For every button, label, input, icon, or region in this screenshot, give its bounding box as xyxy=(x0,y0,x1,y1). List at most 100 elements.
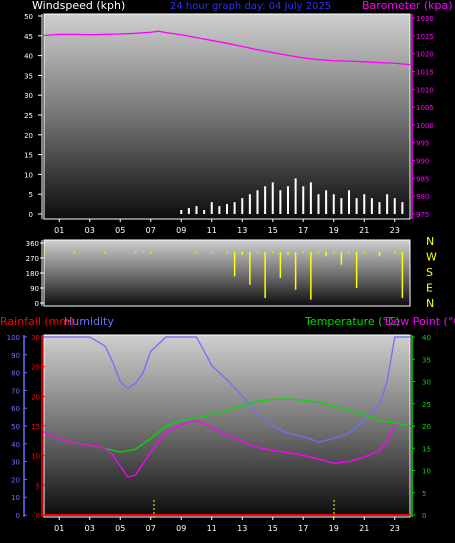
windspeed-tick-label: 45 xyxy=(24,33,33,41)
humidity-ticks: 0 10 20 30 40 50 60 70 80 90 100 xyxy=(7,334,27,520)
wind-direction-series xyxy=(43,251,404,300)
panel3-hour-ticks: 01 03 05 07 09 11 13 15 17 19 21 23 xyxy=(54,517,400,533)
compass-label: S xyxy=(426,266,433,279)
humidity-axis-label: Humidity xyxy=(64,315,114,328)
panel1-hour-tick-label: 01 xyxy=(54,226,64,235)
panel1-hour-tick-label: 11 xyxy=(207,226,217,235)
humidity-tick-label: 20 xyxy=(11,476,20,484)
humidity-tick-label: 0 xyxy=(16,512,20,520)
panel3-hour-tick-label: 13 xyxy=(237,524,247,533)
direction-degree-ticks: 0 90 180 270 360 xyxy=(26,240,44,308)
humidity-tick-label: 30 xyxy=(11,459,20,467)
direction-tick-label: 90 xyxy=(30,285,39,293)
humidity-line xyxy=(44,336,410,443)
panel1-hour-tick-label: 09 xyxy=(176,226,186,235)
panel3-hour-tick-label: 17 xyxy=(298,524,308,533)
rainfall-tick-label: 15 xyxy=(31,423,40,431)
direction-tick-label: 0 xyxy=(35,300,39,308)
panel3-hour-tick-label: 23 xyxy=(390,524,400,533)
panel1-hour-ticks: 01 03 05 07 09 11 13 15 17 19 21 23 xyxy=(54,219,400,235)
barometer-ticks: 975 980 985 990 995 1000 1005 1010 1015 1020 1025 1… xyxy=(412,15,434,219)
panel1-hour-tick-label: 21 xyxy=(359,226,369,235)
direction-tick-label: 270 xyxy=(26,255,39,263)
rainfall-tick-label: 20 xyxy=(31,393,40,401)
panel1-hour-tick-label: 07 xyxy=(146,226,156,235)
humidity-tick-label: 60 xyxy=(11,405,20,413)
barometer-tick-label: 1030 xyxy=(416,15,434,23)
windspeed-tick-label: 10 xyxy=(24,171,33,179)
windspeed-tick-label: 40 xyxy=(24,53,33,61)
windspeed-tick-label: 5 xyxy=(29,191,33,199)
humidity-tick-label: 50 xyxy=(11,423,20,431)
rainfall-tick-label: 0 xyxy=(36,512,40,520)
chart-title: 24 hour graph day: 04 July 2025 xyxy=(170,1,331,12)
panel1-hour-tick-label: 17 xyxy=(298,226,308,235)
barometer-tick-label: 990 xyxy=(416,158,429,166)
direction-tick-label: 360 xyxy=(26,240,39,248)
compass-label: N xyxy=(426,235,434,248)
rainfall-ticks: 0 5 10 15 20 25 30 xyxy=(31,334,45,520)
humidity-tick-label: 80 xyxy=(11,370,20,378)
barometer-line xyxy=(43,30,411,66)
temperature-tick-label: 5 xyxy=(422,490,426,498)
rainfall-tick-label: 30 xyxy=(31,334,40,342)
panel1-hour-tick-label: 19 xyxy=(329,226,339,235)
compass-label: E xyxy=(426,282,433,295)
panel3-hour-tick-label: 21 xyxy=(359,524,369,533)
rainfall-axis-label: Rainfall (mm) xyxy=(0,315,74,328)
humidity-tick-label: 10 xyxy=(11,494,20,502)
direction-tick-label: 180 xyxy=(26,270,39,278)
panel3-hour-tick-label: 05 xyxy=(115,524,125,533)
panel1-hour-tick-label: 23 xyxy=(390,226,400,235)
panel1-hour-tick-label: 05 xyxy=(115,226,125,235)
wind-baro-plot-area xyxy=(43,13,411,220)
rainfall-tick-label: 10 xyxy=(31,453,40,461)
humidity-tick-label: 90 xyxy=(11,352,20,360)
windspeed-series xyxy=(180,178,404,214)
panel3-hour-tick-label: 01 xyxy=(54,524,64,533)
windspeed-ticks: 0 5 10 15 20 25 30 35 40 45 50 xyxy=(24,13,42,219)
barometer-tick-label: 1000 xyxy=(416,122,434,130)
temperature-tick-label: 30 xyxy=(422,379,431,387)
windspeed-tick-label: 15 xyxy=(24,152,33,160)
humidity-tick-label: 100 xyxy=(7,334,20,342)
dewpoint-axis-label: Dew Point (°C) xyxy=(385,315,455,328)
temperature-tick-label: 35 xyxy=(422,356,431,364)
windspeed-tick-label: 30 xyxy=(24,92,33,100)
compass-label: W xyxy=(426,251,437,264)
barometer-tick-label: 1020 xyxy=(416,51,434,59)
panel3-hour-tick-label: 15 xyxy=(268,524,278,533)
windspeed-tick-label: 50 xyxy=(24,13,33,21)
barometer-tick-label: 1025 xyxy=(416,33,434,41)
temperature-tick-label: 40 xyxy=(422,334,431,342)
barometer-tick-label: 995 xyxy=(416,140,429,148)
barometer-tick-label: 1015 xyxy=(416,68,434,76)
barometer-tick-label: 980 xyxy=(416,193,429,201)
panel3-hour-tick-label: 03 xyxy=(85,524,95,533)
humidity-tick-label: 70 xyxy=(11,387,20,395)
barometer-tick-label: 1005 xyxy=(416,104,434,112)
rain-temp-plot-area xyxy=(43,334,411,518)
temperature-tick-label: 10 xyxy=(422,468,431,476)
windspeed-tick-label: 25 xyxy=(24,112,33,120)
panel3-hour-tick-label: 11 xyxy=(207,524,217,533)
barometer-tick-label: 985 xyxy=(416,175,429,183)
rainfall-tick-label: 5 xyxy=(36,482,40,490)
barometer-axis-label: Barometer (kpa) xyxy=(362,0,453,12)
windspeed-tick-label: 0 xyxy=(29,211,33,219)
dewpoint-line xyxy=(43,419,396,478)
windspeed-tick-label: 20 xyxy=(24,132,33,140)
temperature-tick-label: 0 xyxy=(422,512,426,520)
panel3-hour-tick-label: 19 xyxy=(329,524,339,533)
barometer-tick-label: 1010 xyxy=(416,86,434,94)
temperature-tick-label: 15 xyxy=(422,445,431,453)
compass-label: N xyxy=(426,297,434,310)
windspeed-tick-label: 35 xyxy=(24,72,33,80)
temperature-ticks: 0 5 10 15 20 25 30 35 40 xyxy=(412,334,431,520)
panel1-hour-tick-label: 15 xyxy=(268,226,278,235)
temperature-axis-label: Temperature (°C) xyxy=(304,315,400,328)
panel3-hour-tick-label: 07 xyxy=(146,524,156,533)
windspeed-axis-label: Windspeed (kph) xyxy=(32,0,125,12)
